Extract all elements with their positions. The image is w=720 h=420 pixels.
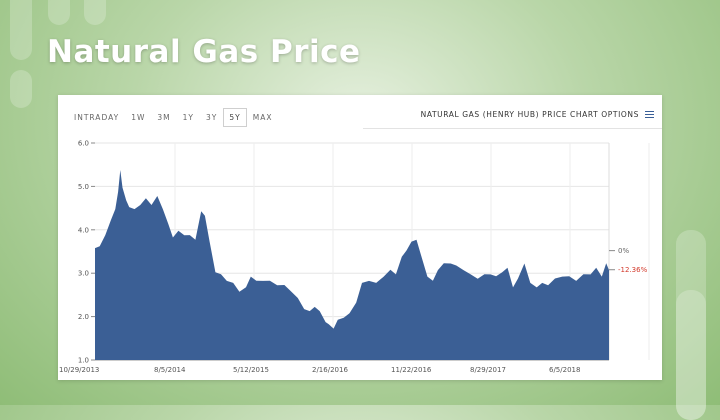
decorative-bar bbox=[84, 0, 106, 25]
change-percent-label: -12.36% bbox=[618, 266, 648, 274]
price-chart: 1.0 2.0 3.0 4.0 5.0 6.0 10/29/2013 8/5/2014 5/1… bbox=[59, 140, 650, 374]
decorative-bar bbox=[676, 290, 706, 420]
decorative-bar bbox=[10, 0, 32, 60]
y-tick-label: 4.0 bbox=[78, 226, 89, 234]
y-tick-label: 5.0 bbox=[78, 183, 89, 191]
hamburger-menu-icon[interactable] bbox=[645, 111, 654, 118]
x-tick-label: 11/22/2016 bbox=[391, 366, 432, 374]
y-axis-ticks: 1.0 2.0 3.0 4.0 5.0 6.0 bbox=[78, 140, 95, 365]
x-tick-label: 5/12/2015 bbox=[233, 366, 269, 374]
x-tick-label: 10/29/2013 bbox=[59, 366, 99, 374]
reference-markers: 0% -12.36% bbox=[609, 247, 648, 274]
toolbar-divider bbox=[363, 128, 662, 129]
range-tab-5y[interactable]: 5Y bbox=[223, 108, 247, 127]
range-tab-3m[interactable]: 3M bbox=[157, 113, 171, 122]
decorative-bar bbox=[676, 230, 706, 420]
chart-options-label: NATURAL GAS (HENRY HUB) PRICE CHART OPTI… bbox=[420, 110, 639, 119]
x-tick-label: 2/16/2016 bbox=[312, 366, 348, 374]
range-tab-1w[interactable]: 1W bbox=[131, 113, 146, 122]
range-tabs: INTRADAY 1W 3M 1Y 3Y 5Y MAX bbox=[68, 108, 278, 128]
range-tab-max[interactable]: MAX bbox=[252, 113, 273, 122]
range-tab-intraday[interactable]: INTRADAY bbox=[74, 113, 120, 122]
chart-panel: INTRADAY 1W 3M 1Y 3Y 5Y MAX NATURAL GAS … bbox=[58, 95, 662, 380]
x-tick-label: 8/29/2017 bbox=[470, 366, 506, 374]
price-area bbox=[95, 170, 609, 360]
range-tab-3y[interactable]: 3Y bbox=[206, 113, 218, 122]
y-tick-label: 3.0 bbox=[78, 270, 89, 278]
y-tick-label: 6.0 bbox=[78, 140, 89, 148]
chart-options[interactable]: NATURAL GAS (HENRY HUB) PRICE CHART OPTI… bbox=[421, 110, 654, 119]
decorative-bar bbox=[10, 70, 32, 108]
x-axis-ticks: 10/29/2013 8/5/2014 5/12/2015 2/16/2016 11/2… bbox=[59, 366, 580, 374]
x-tick-label: 6/5/2018 bbox=[549, 366, 580, 374]
slide-title: Natural Gas Price bbox=[47, 34, 361, 70]
baseline-percent-label: 0% bbox=[618, 247, 629, 255]
y-tick-label: 1.0 bbox=[78, 357, 89, 365]
y-tick-label: 2.0 bbox=[78, 313, 89, 321]
x-tick-label: 8/5/2014 bbox=[154, 366, 186, 374]
range-tab-1y[interactable]: 1Y bbox=[182, 113, 195, 122]
decorative-bar bbox=[48, 0, 70, 25]
